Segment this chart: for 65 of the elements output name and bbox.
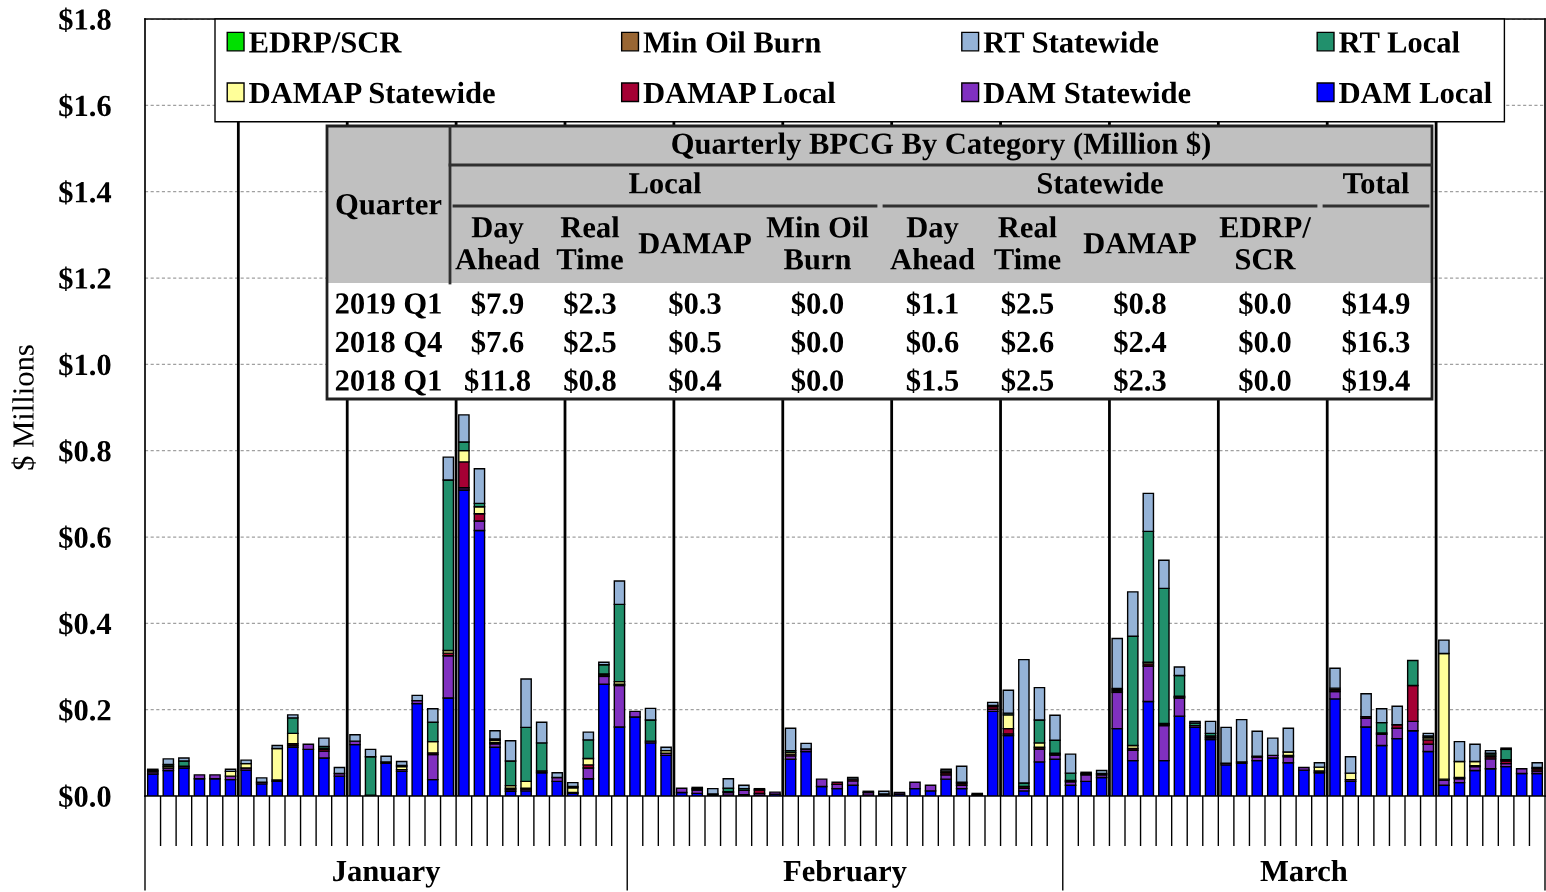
text: $0.0 [791,329,844,355]
text: $0.5 [669,329,721,355]
y-tick-label: $1.6 [59,93,111,119]
text: $2.3 [1114,368,1166,393]
category-label: 2018 Q1 [335,370,441,396]
category-label: Real Time [556,216,623,270]
text: $2.4 [1114,329,1167,355]
text: $1.5 [906,368,959,393]
text: $2.5 [1001,368,1054,393]
legend-label: DAM Local [1339,81,1492,104]
category-label: 2019 Q1 [335,293,441,319]
text: $0.8 [564,368,616,393]
category-label: EDRP/ SCR [1219,217,1312,270]
text: $16.3 [1342,329,1410,355]
x-tick-label: March [1260,859,1348,882]
text: $1.1 [906,291,958,316]
legend-label: DAMAP Statewide [249,81,495,104]
y-tick-label: $1.8 [59,7,111,32]
text: Quarterly BPCG By Category (Million $) [672,131,1210,161]
text: $0.0 [791,291,844,316]
legend-label: DAMAP Local [643,81,836,104]
y-tick-label: $0.4 [59,611,112,637]
y-tick-label: $1.2 [59,266,111,291]
text: $0.8 [1114,291,1166,316]
annotation: Statewide [1037,172,1163,194]
y-tick-label: $0.6 [59,525,111,550]
text: $7.6 [471,329,524,355]
text: $14.9 [1342,291,1410,316]
x-tick-label: January [333,861,441,888]
annotation: Local [629,172,701,194]
legend-label: DAM Statewide [983,81,1191,104]
category-label: DAMAP [638,233,751,254]
text: $0.0 [1239,368,1291,393]
text: $0.6 [906,329,959,355]
text: $11.8 [465,368,531,393]
text: $7.9 [471,291,524,316]
y-tick-label: $1.4 [59,180,112,205]
y-tick-label: $0.2 [59,698,111,723]
annotation: Total [1343,172,1409,194]
text: $2.5 [1001,291,1054,316]
text: $19.4 [1342,368,1410,393]
legend-label: Min Oil Burn [643,31,821,53]
legend-label: RT Statewide [983,31,1159,53]
text: $0.0 [1239,291,1291,316]
x-tick-label: February [783,859,907,888]
text: $2.6 [1001,329,1054,355]
text: $0.0 [1239,329,1291,355]
text: Quarter [336,194,442,220]
category-label: Min Oil Burn [766,216,869,270]
y-tick-label: $1.0 [59,352,111,378]
y-tick-label: $0.8 [59,439,111,464]
text: $0.4 [669,368,722,393]
text: $0.3 [669,291,721,316]
text: $2.5 [564,329,616,355]
category-label: Day Ahead [890,217,975,270]
category-label: DAMAP [1083,233,1196,254]
text: $2.3 [564,291,616,316]
legend-label: EDRP/SCR [249,32,402,53]
legend-label: RT Local [1339,31,1460,53]
y-axis-title: $ Millions [11,345,36,470]
category-label: Real Time [994,216,1061,270]
category-label: Day Ahead [455,217,540,270]
y-tick-label: $0.0 [59,784,111,809]
text: $0.0 [791,368,844,393]
category-label: 2018 Q4 [335,331,442,358]
